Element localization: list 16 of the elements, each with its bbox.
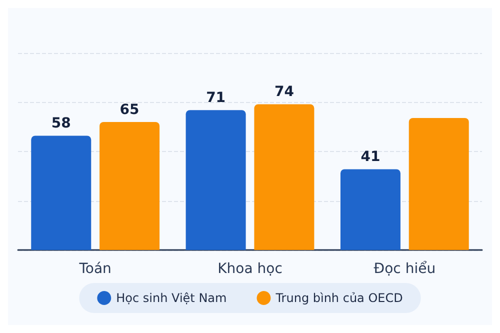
data-label: 41: [360, 149, 380, 166]
x-tick-label: Khoa học: [218, 261, 282, 277]
legend-label: Trung bình của OECD: [274, 291, 403, 305]
bar: [31, 136, 92, 250]
x-tick-label: Toán: [78, 261, 112, 277]
bar: [186, 110, 246, 250]
bar: [100, 122, 160, 250]
data-label: 65: [120, 102, 140, 118]
bar: [254, 104, 314, 250]
data-label: 71: [206, 90, 226, 106]
data-label: 74: [274, 84, 294, 100]
legend-label: Học sinh Việt Nam: [116, 291, 227, 305]
data-label: 58: [51, 116, 71, 132]
bar: [408, 118, 469, 250]
x-tick-label: Đọc hiểu: [374, 260, 436, 277]
bar: [340, 169, 400, 250]
